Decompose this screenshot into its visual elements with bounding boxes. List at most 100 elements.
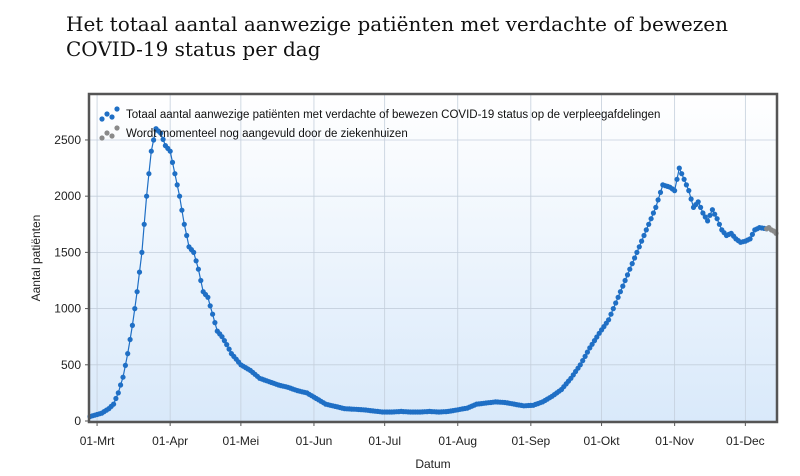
data-point-0 [584, 349, 591, 355]
data-point-0 [650, 210, 657, 216]
data-point-0 [172, 171, 178, 177]
data-point-0 [610, 306, 616, 312]
y-tick-label: 1500 [54, 245, 81, 259]
x-tick-label: 01-Mei [223, 434, 260, 448]
legend-marker [109, 114, 115, 120]
data-point-0 [113, 395, 119, 402]
data-point-0 [221, 338, 227, 344]
data-point-0 [179, 207, 185, 213]
data-point-0 [683, 182, 690, 188]
data-point-0 [700, 210, 706, 216]
chart-title: Het totaal aantal aanwezige patiënten me… [66, 12, 729, 61]
data-point-0 [632, 255, 638, 261]
grid-lines [90, 95, 776, 422]
data-point-0 [181, 221, 187, 227]
data-point-0 [606, 317, 612, 323]
data-point-0 [169, 159, 176, 165]
y-tick-label: 2500 [54, 133, 81, 147]
data-point-0 [148, 148, 154, 154]
series-group [87, 126, 779, 420]
data-point-0 [709, 207, 716, 213]
legend: Totaal aantal aanwezige patiënten met ve… [99, 106, 660, 141]
x-tick-label: 01-Okt [584, 434, 621, 448]
legend-label: Totaal aantal aanwezige patiënten met ve… [126, 109, 660, 121]
legend-marker [109, 133, 115, 139]
data-point-0 [695, 199, 701, 205]
data-point-0 [210, 311, 216, 317]
data-point-0 [136, 269, 143, 275]
data-point-0 [115, 390, 121, 396]
data-point-0 [146, 171, 152, 177]
data-point-0 [219, 334, 225, 340]
data-point-0 [132, 306, 138, 312]
data-point-0 [207, 303, 213, 309]
data-point-0 [177, 193, 183, 199]
y-axis-label: Aantal patiënten [29, 215, 43, 302]
data-point-0 [674, 176, 680, 182]
data-point-0 [141, 221, 147, 227]
x-tick-label: 01-Apr [152, 434, 188, 448]
data-point-0 [747, 236, 753, 242]
data-point-0 [127, 336, 133, 343]
data-point-0 [174, 182, 180, 188]
data-point-0 [643, 227, 649, 233]
data-point-0 [639, 238, 645, 244]
data-point-0 [151, 137, 157, 143]
y-tick-label: 1000 [54, 302, 81, 316]
data-point-0 [672, 188, 678, 194]
legend-marker [104, 111, 110, 117]
data-point-0 [129, 322, 135, 328]
legend-marker [114, 106, 120, 112]
data-point-0 [205, 294, 211, 300]
data-point-0 [634, 249, 640, 255]
data-point-0 [636, 244, 642, 250]
data-point-0 [646, 221, 652, 227]
data-point-0 [122, 362, 128, 368]
data-point-0 [111, 401, 117, 407]
data-point-0 [705, 218, 711, 224]
data-point-0 [716, 221, 723, 227]
data-point-0 [582, 353, 588, 359]
data-point-0 [158, 130, 164, 136]
data-point-0 [627, 266, 633, 272]
data-point-0 [120, 374, 126, 380]
data-point-0 [624, 272, 631, 278]
y-tick-label: 500 [61, 358, 81, 372]
data-point-0 [707, 212, 713, 218]
data-point-0 [620, 283, 626, 289]
data-point-0 [648, 216, 654, 222]
data-point-0 [702, 214, 708, 220]
legend-item-0: Totaal aantal aanwezige patiënten met ve… [99, 106, 660, 122]
data-point-0 [676, 165, 682, 171]
legend-marker [114, 125, 120, 131]
data-point-0 [679, 171, 685, 177]
x-tick-label: 01-Mrt [80, 434, 115, 448]
x-tick-label: 01-Sep [511, 434, 550, 448]
data-point-0 [191, 249, 197, 255]
data-point-0 [655, 197, 661, 203]
data-point-0 [577, 362, 583, 368]
plot-frame [87, 92, 779, 424]
data-point-0 [688, 196, 694, 202]
data-point-0 [125, 351, 131, 357]
data-point-0 [144, 193, 150, 199]
data-point-0 [613, 300, 619, 306]
x-tick-label: 01-Dec [726, 434, 765, 448]
data-point-0 [681, 176, 687, 182]
data-point-0 [195, 266, 201, 272]
plot-background [90, 95, 776, 421]
data-point-0 [686, 188, 692, 194]
data-point-0 [589, 341, 595, 347]
data-point-0 [139, 249, 145, 255]
data-point-0 [641, 232, 647, 239]
data-point-0 [184, 232, 190, 239]
data-point-0 [698, 204, 704, 210]
data-point-0 [714, 216, 720, 222]
data-point-0 [608, 311, 614, 317]
legend-marker [99, 116, 105, 122]
data-point-0 [712, 211, 718, 217]
data-point-0 [160, 136, 166, 142]
legend-marker [99, 135, 105, 141]
x-tick-label: 01-Aug [438, 434, 477, 448]
